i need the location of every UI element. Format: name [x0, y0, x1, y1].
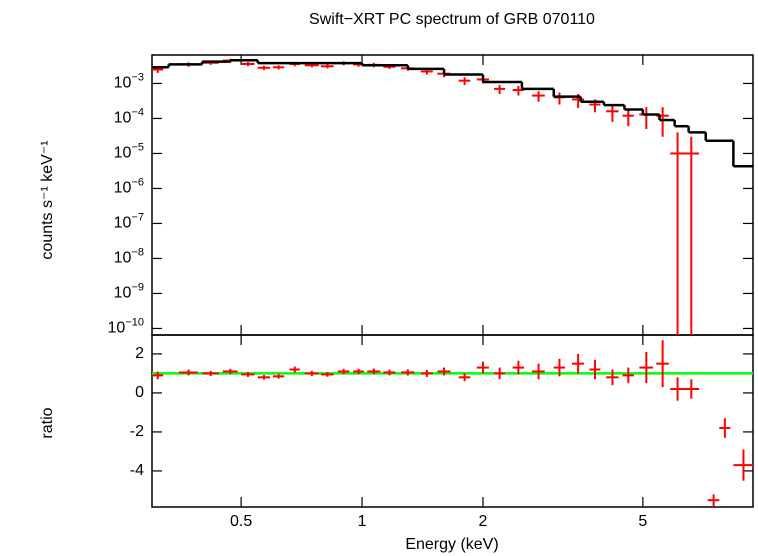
error-bar	[719, 418, 731, 438]
y-tick-label: 10−5	[114, 141, 144, 161]
y-axis-label: counts s⁻¹ keV⁻¹	[39, 140, 56, 259]
error-bar	[152, 371, 164, 380]
y-tick-label: -2	[130, 423, 144, 440]
error-bar	[320, 372, 334, 377]
panel-frame	[151, 54, 754, 336]
y-tick-label: 10−10	[108, 316, 144, 336]
error-bar	[493, 85, 506, 94]
error-bar	[532, 363, 545, 380]
error-bar	[622, 109, 634, 127]
x-tick-label: 2	[479, 513, 488, 530]
error-bar	[622, 367, 634, 384]
x-axis-label: Energy (keV)	[405, 536, 498, 553]
error-bar	[639, 351, 654, 384]
error-bar	[670, 132, 685, 335]
error-bar	[320, 64, 334, 69]
error-bar	[707, 494, 720, 507]
error-bar	[222, 368, 238, 375]
error-bar	[241, 371, 255, 377]
error-bar	[553, 358, 565, 377]
error-bar	[458, 373, 471, 382]
error-bar	[337, 368, 350, 375]
error-bar	[571, 353, 585, 374]
y-tick-label: 10−3	[114, 71, 144, 91]
error-bar	[656, 107, 669, 137]
x-tick-label: 1	[358, 513, 367, 530]
error-bar	[532, 91, 545, 102]
error-bar	[437, 367, 451, 376]
error-bar	[589, 359, 601, 380]
error-bar	[257, 374, 271, 380]
error-bar	[257, 65, 271, 71]
error-bar	[272, 65, 285, 70]
error-bar	[304, 370, 319, 376]
error-bar	[367, 368, 381, 375]
error-bar	[553, 92, 565, 105]
y-tick-label: 0	[135, 384, 144, 401]
error-bar	[289, 366, 300, 373]
y-tick-label: -4	[130, 462, 144, 479]
x-tick-label: 5	[638, 513, 647, 530]
y-tick-label: 10−6	[114, 176, 144, 196]
error-bar	[656, 340, 669, 388]
error-bar	[493, 367, 506, 380]
y-tick-label: 10−4	[114, 106, 144, 126]
error-bar	[400, 369, 415, 376]
panel-frame	[151, 334, 754, 508]
error-bar	[683, 136, 700, 335]
error-bar	[733, 449, 753, 481]
y-axis-label: ratio	[39, 407, 56, 438]
error-bar	[683, 379, 700, 399]
error-bar	[178, 369, 198, 376]
error-bar	[202, 370, 219, 376]
error-bar	[606, 105, 619, 122]
error-bar	[512, 360, 525, 375]
error-bar	[420, 369, 433, 377]
error-bar	[476, 361, 489, 374]
y-tick-label: 10−7	[114, 211, 144, 231]
error-bar	[353, 368, 364, 375]
error-bar	[272, 374, 285, 379]
plot-area	[152, 58, 753, 335]
y-tick-label: 10−9	[114, 281, 144, 301]
error-bar	[241, 62, 255, 67]
error-bar	[458, 77, 471, 86]
error-bar	[383, 369, 396, 376]
chart-title: Swift−XRT PC spectrum of GRB 070110	[309, 11, 595, 28]
y-tick-label: 2	[135, 345, 144, 362]
y-tick-label: 10−8	[114, 246, 144, 266]
error-bar	[670, 377, 685, 401]
plot-area	[152, 340, 753, 507]
error-bar	[606, 369, 619, 386]
x-tick-label: 0.5	[230, 513, 252, 530]
